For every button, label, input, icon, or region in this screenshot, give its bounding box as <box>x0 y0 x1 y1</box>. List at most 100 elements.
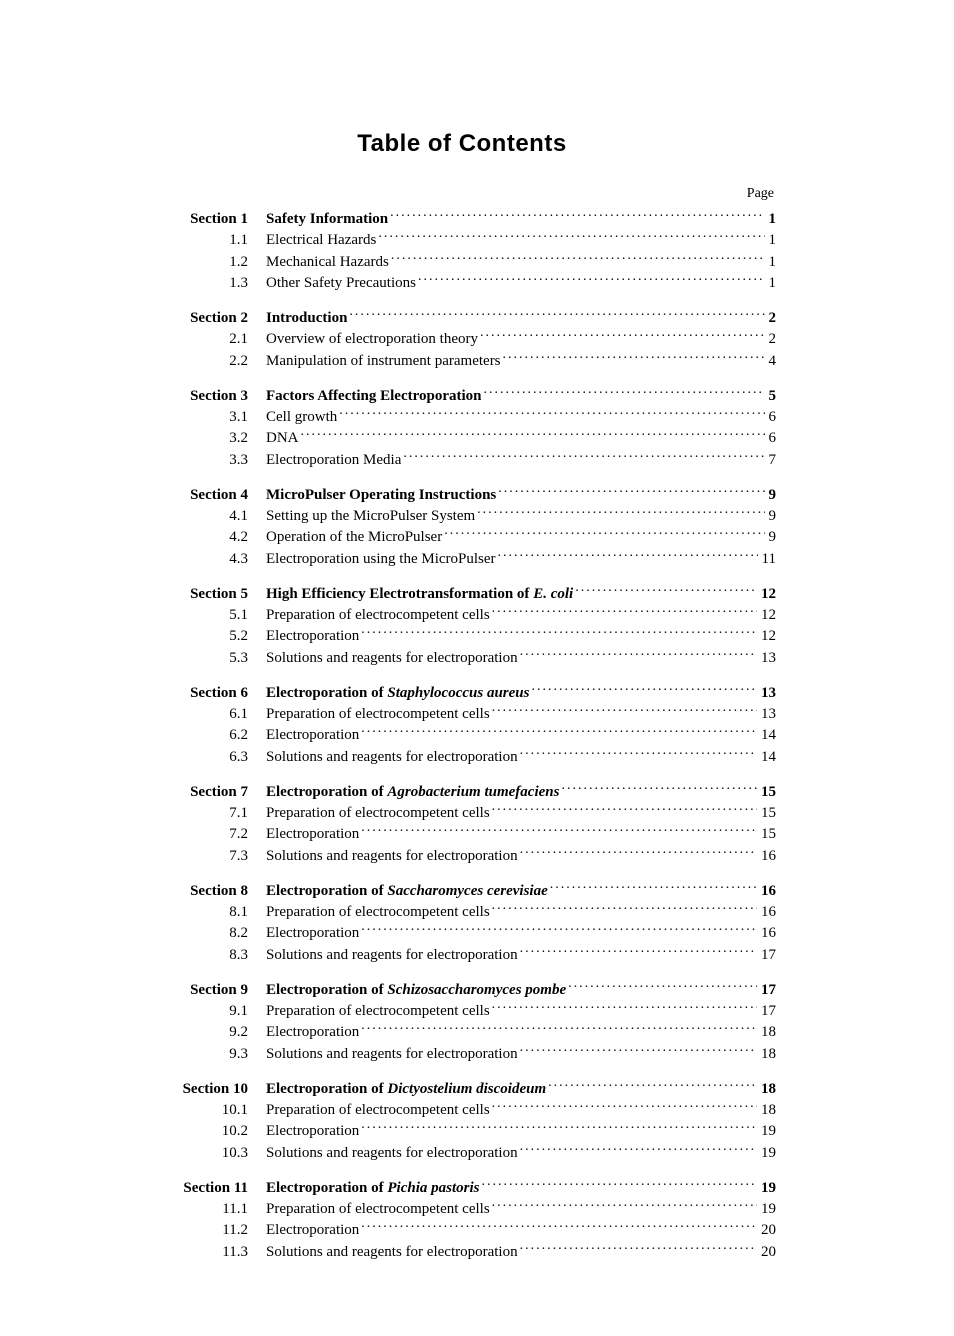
toc-title-text: MicroPulser Operating Instructions <box>266 487 496 503</box>
toc-sub-number: 10.3 <box>148 1143 266 1163</box>
toc-sub-number: 8.2 <box>148 923 266 943</box>
toc-sub-page: 16 <box>759 902 776 922</box>
toc-sub-number: 9.1 <box>148 1001 266 1021</box>
toc-section: Section 8Electroporation of Saccharomyce… <box>148 880 776 965</box>
toc-section-page: 13 <box>759 683 776 703</box>
toc-sub-page: 4 <box>767 351 777 371</box>
toc-sub-page: 6 <box>767 407 777 427</box>
toc-sub-title: Preparation of electrocompetent cells <box>266 1199 490 1219</box>
toc-sub-page: 1 <box>767 230 777 250</box>
toc-subsection: 1.1Electrical Hazards1 <box>148 229 776 250</box>
toc-title-text: Electroporation of <box>266 1180 387 1196</box>
toc-sub-title: Solutions and reagents for electroporati… <box>266 747 518 767</box>
toc-sub-number: 3.2 <box>148 428 266 448</box>
toc-section-title: Electroporation of Dictyostelium discoid… <box>266 1079 546 1099</box>
toc-sub-number: 6.3 <box>148 747 266 767</box>
toc-subsection: 3.1Cell growth6 <box>148 406 776 427</box>
toc-sub-page: 1 <box>767 273 777 293</box>
toc-leader <box>520 746 757 761</box>
toc-sub-title: Solutions and reagents for electroporati… <box>266 945 518 965</box>
toc-subsection: 10.3Solutions and reagents for electropo… <box>148 1142 776 1163</box>
toc-leader <box>361 724 757 739</box>
toc-subsection: 9.1Preparation of electrocompetent cells… <box>148 1000 776 1021</box>
toc-leader <box>503 350 765 365</box>
toc-title-text: Electroporation of <box>266 1081 387 1097</box>
toc-sub-number: 10.2 <box>148 1121 266 1141</box>
toc-sub-number: 5.1 <box>148 605 266 625</box>
toc-section-page: 19 <box>759 1178 776 1198</box>
toc-section-title: Introduction <box>266 308 347 328</box>
toc-sub-number: 8.1 <box>148 902 266 922</box>
toc-sub-number: 5.2 <box>148 626 266 646</box>
toc-sub-page: 16 <box>759 846 776 866</box>
toc-subsection: 1.3Other Safety Precautions1 <box>148 272 776 293</box>
toc-sub-title: Operation of the MicroPulser <box>266 527 442 547</box>
toc-section-label: Section 3 <box>148 386 266 406</box>
toc-sub-number: 3.1 <box>148 407 266 427</box>
toc-sub-number: 2.2 <box>148 351 266 371</box>
toc-section-title: Factors Affecting Electroporation <box>266 386 482 406</box>
toc-title-text: Electroporation of <box>266 883 387 899</box>
toc-title-italic: Saccharomyces cerevisiae <box>387 883 547 899</box>
toc-sub-page: 20 <box>759 1220 776 1240</box>
toc-sub-page: 13 <box>759 704 776 724</box>
toc-sub-title: Electroporation <box>266 1121 359 1141</box>
toc-leader <box>349 307 764 322</box>
toc-title-italic: Staphylococcus aureus <box>387 685 529 701</box>
toc-leader <box>492 1198 757 1213</box>
toc-leader <box>520 1043 757 1058</box>
toc-section-title: MicroPulser Operating Instructions <box>266 485 496 505</box>
toc-sub-number: 2.1 <box>148 329 266 349</box>
toc-sub-title: Preparation of electrocompetent cells <box>266 704 490 724</box>
toc-body: Section 1Safety Information11.1Electrica… <box>148 208 776 1262</box>
toc-section-label: Section 6 <box>148 683 266 703</box>
toc-sub-number: 4.1 <box>148 506 266 526</box>
toc-section-label: Section 7 <box>148 782 266 802</box>
toc-section-title: Electroporation of Schizosaccharomyces p… <box>266 980 566 1000</box>
toc-sub-number: 1.2 <box>148 252 266 272</box>
toc-leader <box>481 1177 757 1192</box>
toc-sub-title: Overview of electroporation theory <box>266 329 478 349</box>
toc-leader <box>378 229 764 244</box>
toc-subsection: 6.1Preparation of electrocompetent cells… <box>148 703 776 724</box>
toc-sub-page: 11 <box>760 549 776 569</box>
toc-leader <box>403 449 764 464</box>
toc-leader <box>561 781 757 796</box>
toc-section: Section 4MicroPulser Operating Instructi… <box>148 484 776 569</box>
toc-leader <box>301 427 765 442</box>
toc-sub-page: 7 <box>767 450 777 470</box>
toc-sub-title: Electroporation <box>266 1220 359 1240</box>
toc-section-header: Section 8Electroporation of Saccharomyce… <box>148 880 776 901</box>
toc-sub-number: 6.1 <box>148 704 266 724</box>
toc-subsection: 11.2Electroporation20 <box>148 1219 776 1240</box>
toc-section-header: Section 9Electroporation of Schizosaccha… <box>148 979 776 1000</box>
toc-section-label: Section 5 <box>148 584 266 604</box>
toc-title-text: Electroporation of <box>266 685 387 701</box>
toc-subsection: 7.1Preparation of electrocompetent cells… <box>148 802 776 823</box>
toc-title-text: Introduction <box>266 310 347 326</box>
toc-section-page: 5 <box>767 386 777 406</box>
toc-leader <box>361 1219 757 1234</box>
toc-leader <box>520 647 757 662</box>
toc-subsection: 11.1Preparation of electrocompetent cell… <box>148 1198 776 1219</box>
toc-sub-page: 2 <box>767 329 777 349</box>
toc-sub-page: 18 <box>759 1022 776 1042</box>
toc-leader <box>492 1099 757 1114</box>
toc-sub-page: 17 <box>759 1001 776 1021</box>
toc-leader <box>418 272 765 287</box>
toc-sub-page: 9 <box>767 506 777 526</box>
toc-leader <box>520 1241 757 1256</box>
toc-sub-title: Preparation of electrocompetent cells <box>266 1100 490 1120</box>
toc-sub-page: 12 <box>759 605 776 625</box>
toc-leader <box>492 604 757 619</box>
toc-subsection: 9.3Solutions and reagents for electropor… <box>148 1043 776 1064</box>
toc-sub-number: 4.2 <box>148 527 266 547</box>
toc-subsection: 8.3Solutions and reagents for electropor… <box>148 944 776 965</box>
toc-leader <box>391 251 765 266</box>
toc-sub-title: Electrical Hazards <box>266 230 376 250</box>
toc-page: Table of Contents Page Section 1Safety I… <box>0 0 954 1336</box>
toc-section-header: Section 4MicroPulser Operating Instructi… <box>148 484 776 505</box>
toc-section-header: Section 5High Efficiency Electrotransfor… <box>148 583 776 604</box>
toc-sub-page: 16 <box>759 923 776 943</box>
toc-leader <box>520 944 757 959</box>
